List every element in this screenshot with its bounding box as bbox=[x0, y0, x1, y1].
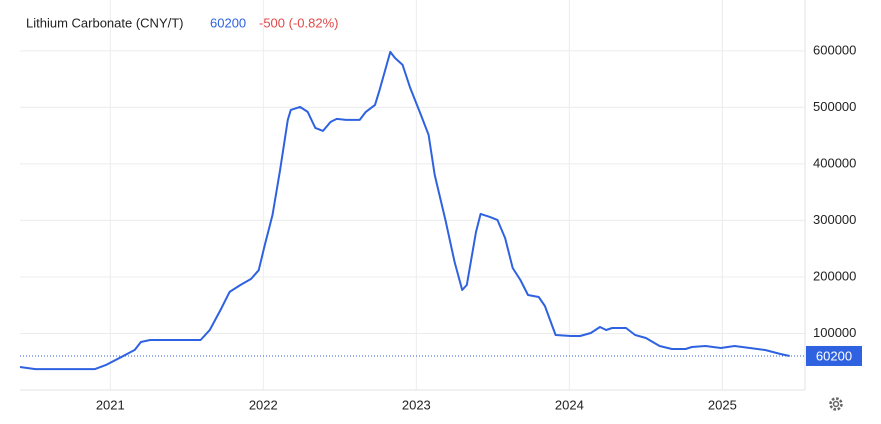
y-tick-label: 500000 bbox=[813, 99, 856, 114]
y-tick-label: 300000 bbox=[813, 212, 856, 227]
x-tick-label: 2023 bbox=[402, 397, 431, 412]
x-tick-label: 2024 bbox=[555, 397, 584, 412]
y-tick-label: 200000 bbox=[813, 268, 856, 283]
y-tick-label: 600000 bbox=[813, 42, 856, 57]
x-tick-label: 2022 bbox=[249, 397, 278, 412]
last-value: 60200 bbox=[210, 15, 246, 30]
chart-title: Lithium Carbonate (CNY/T) bbox=[26, 15, 184, 30]
settings-icon[interactable] bbox=[829, 397, 843, 411]
last-value-box bbox=[806, 345, 862, 366]
y-tick-label: 400000 bbox=[813, 155, 856, 170]
y-tick-label: 100000 bbox=[813, 325, 856, 340]
x-tick-label: 2025 bbox=[708, 397, 737, 412]
x-tick-label: 2021 bbox=[96, 397, 125, 412]
change: -500 (-0.82%) bbox=[259, 15, 338, 30]
last-value-label: 60200 bbox=[816, 348, 852, 363]
line bbox=[19, 50, 790, 371]
